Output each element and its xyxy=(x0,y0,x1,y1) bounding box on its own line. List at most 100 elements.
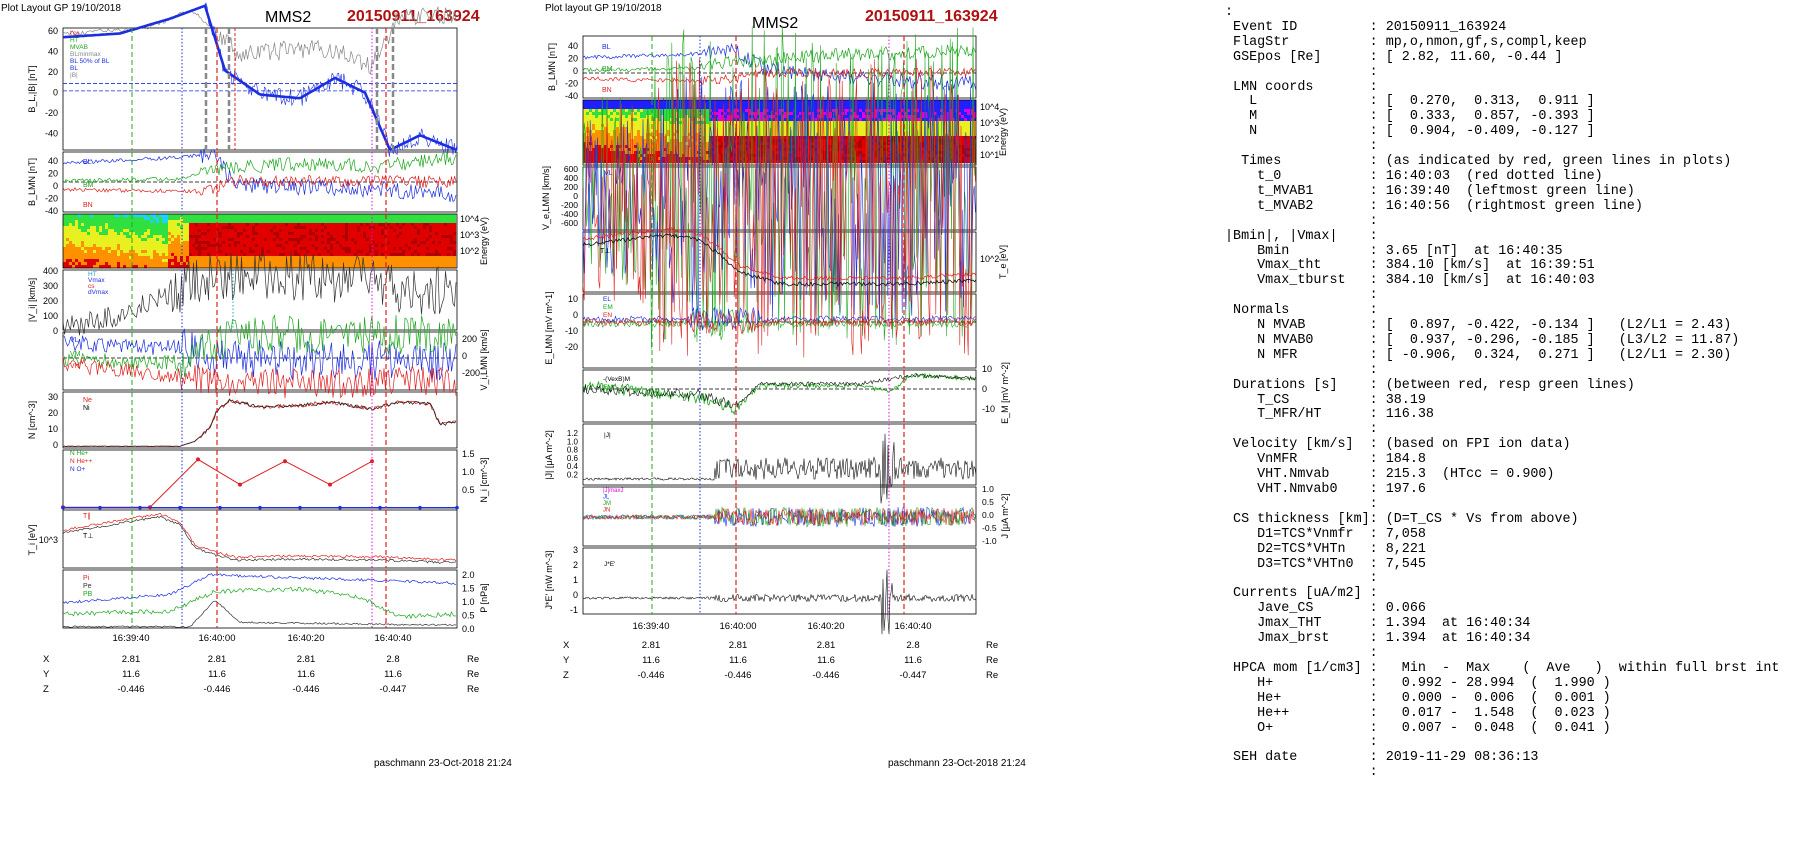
spectrogram-cell xyxy=(279,259,283,263)
spectrogram-cell xyxy=(640,136,644,140)
spectrogram-cell xyxy=(760,103,764,107)
Tperp-line xyxy=(62,515,457,564)
spectrogram-cell xyxy=(141,253,145,257)
spacecraft-label: MMS2 xyxy=(752,15,798,32)
spectrogram-cell xyxy=(321,241,325,245)
spectrogram-cell xyxy=(252,259,256,263)
spectrogram-cell xyxy=(595,100,599,104)
spectrogram-cell xyxy=(252,241,256,245)
spectrogram-cell xyxy=(81,235,85,239)
spectrogram-cell xyxy=(159,235,163,239)
spectrogram-cell xyxy=(673,151,677,155)
coord-value: 2.81 xyxy=(122,654,141,665)
spectrogram-cell xyxy=(207,265,211,269)
spectrogram-cell xyxy=(327,256,331,260)
spectrogram-cell xyxy=(916,118,920,122)
spectrogram-cell xyxy=(387,250,391,254)
spectrogram-cell xyxy=(637,121,641,125)
spectrogram-cell xyxy=(72,262,76,266)
spectrogram-cell xyxy=(604,124,608,128)
spectrogram-cell xyxy=(592,115,596,119)
spectrogram-cell xyxy=(823,106,827,110)
spectrogram-cell xyxy=(673,142,677,146)
spectrogram-cell xyxy=(273,214,277,218)
spectrogram-cell xyxy=(123,247,127,251)
spectrogram-cell xyxy=(721,103,725,107)
spectrogram-cell xyxy=(198,223,202,227)
spectrogram-cell xyxy=(294,265,298,269)
spectrogram-cell xyxy=(96,223,100,227)
spectrogram-cell xyxy=(294,256,298,260)
spectrogram-cell xyxy=(760,151,764,155)
spectrogram-cell xyxy=(628,139,632,143)
spectrogram-cell xyxy=(583,151,587,155)
spectrogram-cell xyxy=(649,109,653,113)
spectrogram-cell xyxy=(213,238,217,242)
spectrogram-cell xyxy=(108,244,112,248)
spectrogram-cell xyxy=(811,142,815,146)
left-panel-frame xyxy=(62,27,458,151)
spectrogram-cell xyxy=(63,256,67,260)
y-tick-label: 0 xyxy=(53,440,58,450)
spectrogram-cell xyxy=(252,214,256,218)
spectrogram-cell xyxy=(177,262,181,266)
spectrogram-cell xyxy=(66,235,70,239)
spectrogram-cell xyxy=(862,142,866,146)
spectrogram-cell xyxy=(408,232,412,236)
spectrogram-cell xyxy=(856,133,860,137)
spectrogram-cell xyxy=(652,112,656,116)
spectrogram-cell xyxy=(652,106,656,110)
spectrogram-cell xyxy=(72,217,76,221)
spectrogram-cell xyxy=(351,265,355,269)
spectrogram-cell xyxy=(907,160,911,164)
spectrogram-cell xyxy=(913,109,917,113)
spectrogram-cell xyxy=(288,259,292,263)
spectrogram-cell xyxy=(285,226,289,230)
spectrogram-cell xyxy=(210,232,214,236)
spectrogram-cell xyxy=(111,259,115,263)
spectrogram-cell xyxy=(745,130,749,134)
spectrogram-cell xyxy=(210,226,214,230)
spectrogram-cell xyxy=(402,217,406,221)
spectrogram-cell xyxy=(769,112,773,116)
spectrogram-cell xyxy=(75,241,79,245)
BN-line xyxy=(62,174,457,196)
spectrogram-cell xyxy=(778,109,782,113)
spectrogram-cell xyxy=(826,151,830,155)
spectrogram-cell xyxy=(823,145,827,149)
spectrogram-cell xyxy=(144,220,148,224)
spectrogram-cell xyxy=(159,226,163,230)
spectrogram-cell xyxy=(868,121,872,125)
spectrogram-cell xyxy=(739,145,743,149)
spectrogram-cell xyxy=(778,103,782,107)
spectrogram-cell xyxy=(604,142,608,146)
spectrogram-cell xyxy=(715,127,719,131)
spectrogram-cell xyxy=(405,262,409,266)
spectrogram-cell xyxy=(643,154,647,158)
legend-entry: PB xyxy=(83,591,93,598)
spectrogram-cell xyxy=(132,238,136,242)
spectrogram-cell xyxy=(832,106,836,110)
spectrogram-cell xyxy=(282,235,286,239)
spectrogram-cell xyxy=(387,220,391,224)
spectrogram-cell xyxy=(859,154,863,158)
spectrogram-cell xyxy=(655,136,659,140)
spectrogram-cell xyxy=(99,217,103,221)
spectrogram-cell xyxy=(405,238,409,242)
spectrogram-cell xyxy=(883,148,887,152)
spectrogram-cell xyxy=(730,157,734,161)
spectrogram-cell xyxy=(369,253,373,257)
spectrogram-cell xyxy=(132,253,136,257)
spectrogram-cell xyxy=(96,253,100,257)
spectrogram-cell xyxy=(138,256,142,260)
spectrogram-cell xyxy=(655,139,659,143)
spectrogram-cell xyxy=(342,244,346,248)
spectrogram-cell xyxy=(766,115,770,119)
spectrogram-cell xyxy=(736,100,740,104)
spectrogram-cell xyxy=(282,232,286,236)
spectrogram-cell xyxy=(583,127,587,131)
spectrogram-cell xyxy=(102,223,106,227)
spectrogram-cell xyxy=(168,232,172,236)
spectrogram-cell xyxy=(616,118,620,122)
spectrogram-cell xyxy=(922,115,926,119)
